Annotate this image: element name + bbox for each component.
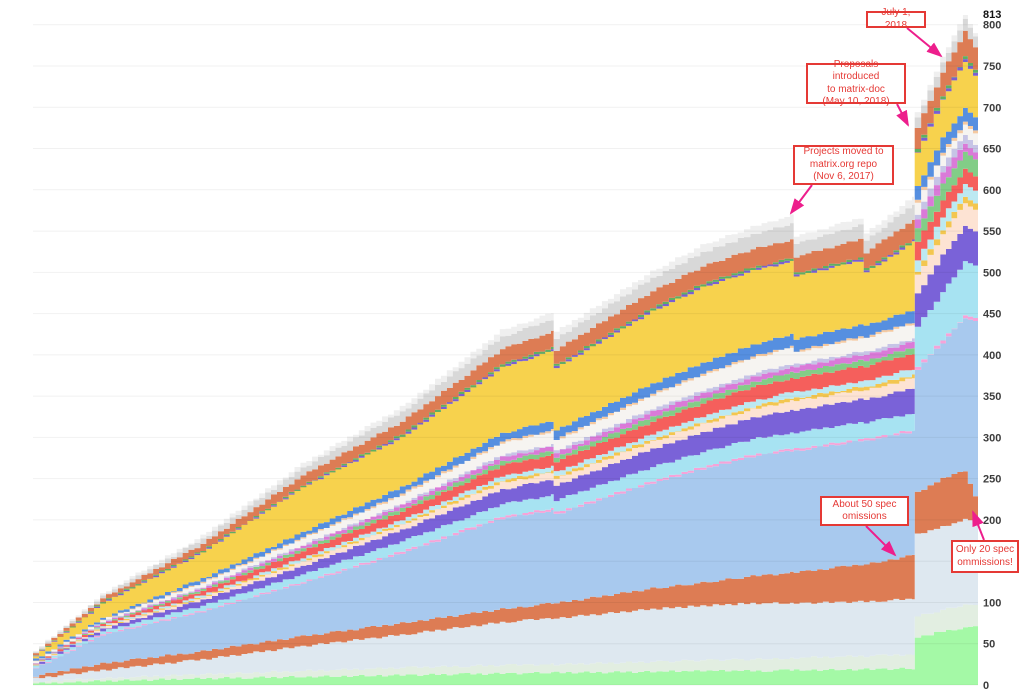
- y-axis-tick-label: 250: [983, 474, 1001, 486]
- y-axis-tick-label: 0: [983, 680, 989, 691]
- y-axis-tick-label: 650: [983, 144, 1001, 156]
- y-axis-tick-label: 350: [983, 391, 1001, 403]
- y-axis-tick-label: 400: [983, 350, 1001, 362]
- annotation-arrow-only-20-spec-omissions: [972, 510, 985, 541]
- y-axis-labels: 0501001502002503003504004505005506006507…: [983, 9, 1001, 691]
- annotation-only-20-spec-omissions: Only 20 spec ommissions!: [951, 540, 1019, 573]
- annotation-arrow-july-1-2018: [906, 27, 943, 58]
- y-axis-tick-label: 500: [983, 267, 1001, 279]
- y-axis-tick-label: 750: [983, 61, 1001, 73]
- y-axis-tick-label: 600: [983, 185, 1001, 197]
- y-axis-tick-label: 100: [983, 597, 1001, 609]
- annotation-arrow-about-50-spec-omissions: [865, 525, 897, 557]
- y-axis-tick-label: 813: [983, 9, 1001, 21]
- band-light-blue: [33, 318, 978, 677]
- annotation-july-1-2018: July 1, 2018: [866, 7, 926, 31]
- y-axis-tick-label: 200: [983, 515, 1001, 527]
- y-axis-tick-label: 550: [983, 226, 1001, 238]
- y-axis-tick-label: 800: [983, 20, 1001, 32]
- y-axis-tick-label: 300: [983, 432, 1001, 444]
- annotation-arrow-projects-moved: [789, 184, 813, 215]
- annotation-arrow-proposals-introduced: [896, 103, 909, 127]
- annotation-arrows: [789, 27, 985, 557]
- area-bands: [33, 15, 978, 685]
- band-pale-blue: [33, 518, 978, 683]
- annotation-projects-moved: Projects moved to matrix.org repo (Nov 6…: [793, 145, 894, 185]
- y-axis-tick-label: 450: [983, 309, 1001, 321]
- annotation-proposals-introduced: Proposals introduced to matrix-doc (May …: [806, 59, 906, 107]
- band-white-cap: [33, 15, 978, 653]
- y-axis-tick-label: 50: [983, 639, 995, 651]
- annotation-about-50-spec-omissions: About 50 spec omissions: [820, 496, 909, 526]
- band-cyan: [33, 261, 978, 668]
- y-axis-tick-label: 700: [983, 102, 1001, 114]
- band-sage: [33, 604, 978, 684]
- band-orange-omissions: [33, 471, 978, 679]
- gridlines: [33, 24, 978, 686]
